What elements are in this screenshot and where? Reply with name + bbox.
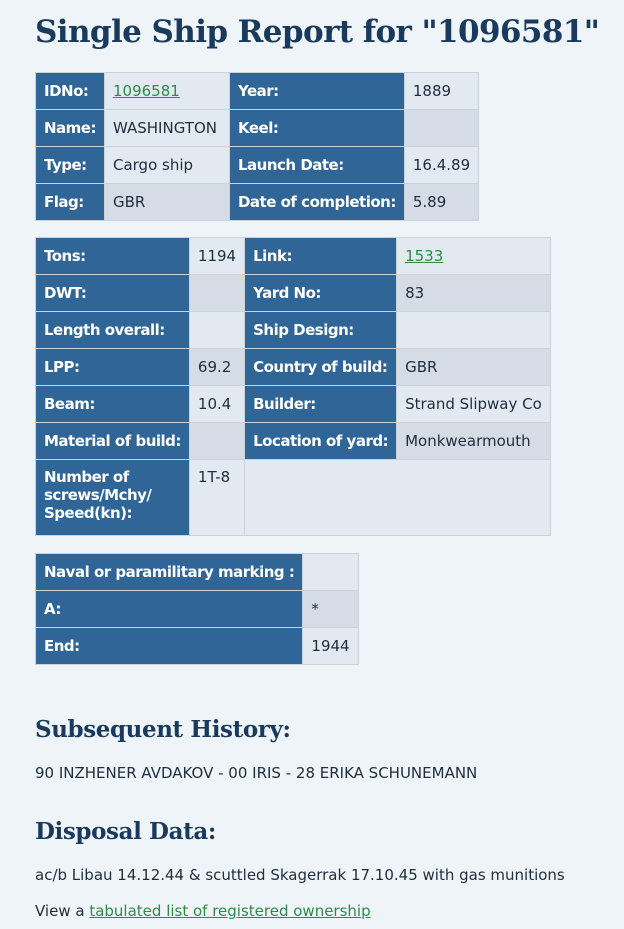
type-value: Cargo ship bbox=[103, 146, 230, 184]
year-label: Year: bbox=[228, 72, 405, 110]
link-value-link[interactable]: 1533 bbox=[405, 247, 444, 265]
beam-value: 10.4 bbox=[188, 385, 246, 423]
length-overall-label: Length overall: bbox=[35, 311, 190, 349]
material-of-build-value bbox=[188, 422, 246, 460]
screws-label-line-3: Speed(kn): bbox=[44, 504, 133, 522]
beam-label: Beam: bbox=[35, 385, 190, 423]
launch-date-value: 16.4.89 bbox=[403, 146, 480, 184]
idno-cell: 1096581 bbox=[103, 72, 230, 110]
builder-value: Strand Slipway Co bbox=[396, 385, 551, 423]
a-label: A: bbox=[34, 590, 304, 628]
basic-info-table: IDNo: 1096581 Year: 1889 Name: WASHINGTO… bbox=[35, 72, 480, 221]
ship-design-value bbox=[396, 311, 551, 349]
subsequent-history-heading: Subsequent History: bbox=[35, 716, 291, 743]
builder-label: Builder: bbox=[244, 385, 398, 423]
flag-value: GBR bbox=[103, 183, 230, 221]
name-label: Name: bbox=[35, 109, 105, 147]
location-of-yard-label: Location of yard: bbox=[244, 422, 398, 460]
lpp-value: 69.2 bbox=[188, 348, 246, 386]
year-value: 1889 bbox=[403, 72, 480, 110]
idno-link[interactable]: 1096581 bbox=[112, 82, 180, 100]
link-label: Link: bbox=[244, 237, 398, 275]
dwt-label: DWT: bbox=[35, 274, 190, 312]
location-of-yard-value: Monkwearmouth bbox=[396, 422, 551, 460]
screws-label-line-1: Number of bbox=[44, 468, 129, 486]
ship-design-label: Ship Design: bbox=[244, 311, 398, 349]
launch-date-label: Launch Date: bbox=[228, 146, 405, 184]
dwt-value bbox=[188, 274, 246, 312]
tons-value: 1194 bbox=[188, 237, 246, 275]
ownership-list-link[interactable]: tabulated list of registered ownership bbox=[89, 902, 371, 920]
screws-label-line-2: screws/Mchy/ bbox=[44, 486, 152, 504]
subsequent-history-text: 90 INZHENER AVDAKOV - 00 IRIS - 28 ERIKA… bbox=[35, 764, 478, 782]
link-cell: 1533 bbox=[396, 237, 551, 275]
a-value: * bbox=[302, 590, 359, 628]
type-label: Type: bbox=[35, 146, 105, 184]
page-title: Single Ship Report for "1096581" bbox=[35, 14, 600, 50]
naval-marking-table: Naval or paramilitary marking : A: * End… bbox=[34, 553, 359, 665]
flag-label: Flag: bbox=[35, 183, 105, 221]
completion-date-label: Date of completion: bbox=[228, 183, 405, 221]
disposal-data-heading: Disposal Data: bbox=[35, 818, 216, 845]
ownership-paragraph: View a tabulated list of registered owne… bbox=[35, 902, 371, 920]
name-value: WASHINGTON bbox=[103, 109, 230, 147]
naval-marking-label: Naval or paramilitary marking : bbox=[34, 553, 304, 591]
yard-no-value: 83 bbox=[396, 274, 551, 312]
tons-label: Tons: bbox=[35, 237, 190, 275]
end-value: 1944 bbox=[302, 627, 359, 665]
lpp-label: LPP: bbox=[35, 348, 190, 386]
disposal-data-text: ac/b Libau 14.12.44 & scuttled Skagerrak… bbox=[35, 866, 565, 884]
keel-label: Keel: bbox=[228, 109, 405, 147]
idno-label: IDNo: bbox=[35, 72, 105, 110]
naval-marking-value bbox=[302, 553, 359, 591]
ownership-prefix: View a bbox=[35, 902, 90, 920]
length-overall-value bbox=[188, 311, 246, 349]
yard-no-label: Yard No: bbox=[244, 274, 398, 312]
material-of-build-label: Material of build: bbox=[35, 422, 190, 460]
country-of-build-value: GBR bbox=[396, 348, 551, 386]
completion-date-value: 5.89 bbox=[403, 183, 480, 221]
keel-value bbox=[403, 109, 480, 147]
country-of-build-label: Country of build: bbox=[244, 348, 398, 386]
screws-speed-label: Number of screws/Mchy/ Speed(kn): bbox=[35, 459, 190, 536]
end-label: End: bbox=[34, 627, 304, 665]
dimensions-table: Tons: 1194 Link: 1533 DWT: Yard No: 83 L… bbox=[35, 237, 551, 536]
empty-cell bbox=[244, 459, 551, 536]
screws-speed-value: 1T-8 bbox=[188, 459, 246, 536]
